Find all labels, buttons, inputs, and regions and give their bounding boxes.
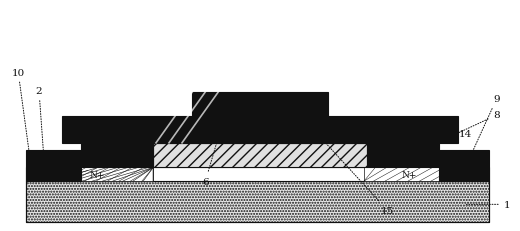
Bar [367, 143, 439, 167]
Text: 5: 5 [94, 131, 146, 166]
Text: 3: 3 [369, 131, 385, 149]
Bar [81, 143, 153, 167]
Text: 15: 15 [288, 103, 394, 215]
Text: 16: 16 [74, 116, 87, 129]
Text: 1: 1 [465, 200, 510, 209]
Bar [26, 181, 489, 222]
Bar [26, 181, 489, 222]
Text: 6: 6 [202, 113, 225, 186]
Bar [153, 143, 367, 167]
Text: 14: 14 [442, 130, 472, 138]
Bar [114, 117, 406, 143]
Bar [26, 150, 81, 181]
Bar [364, 167, 465, 181]
Text: 9: 9 [466, 95, 500, 165]
Text: 8: 8 [442, 111, 500, 141]
Bar [62, 117, 114, 143]
Text: 10: 10 [11, 68, 31, 165]
Bar [52, 167, 153, 181]
Bar [192, 92, 328, 117]
Text: N+: N+ [90, 170, 106, 179]
Bar [406, 117, 458, 143]
Bar [439, 150, 489, 181]
Text: N+: N+ [402, 170, 418, 179]
Bar [26, 167, 489, 181]
Text: 2: 2 [36, 87, 44, 160]
